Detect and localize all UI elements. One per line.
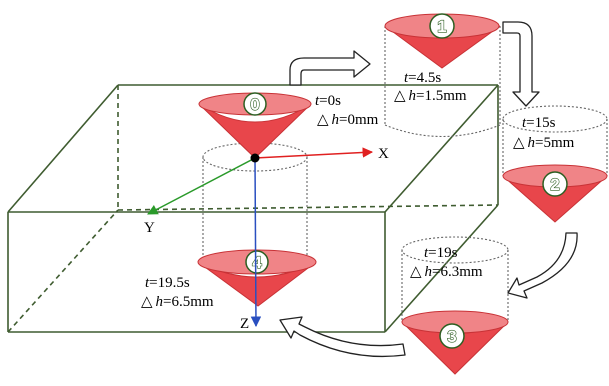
badge-4-label: 4 (252, 253, 262, 272)
svg-text:t=15s: t=15s (522, 115, 556, 131)
box-edge-bottom-left (7, 209, 119, 333)
badge-0-label: 0 (250, 95, 259, 114)
svg-text:t=0s: t=0s (315, 93, 341, 109)
cone-state-4: 4 (197, 249, 317, 307)
label-2-time: =15s (526, 115, 555, 131)
svg-text:△h=6.5mm: △ h=6.5mm (141, 294, 214, 310)
svg-text:t=19.5s: t=19.5s (145, 275, 190, 291)
cylinder-state-1: 1 (384, 13, 501, 137)
svg-text:△h=5mm: △ h=5mm (513, 135, 575, 151)
svg-text:t=4.5s: t=4.5s (404, 70, 441, 86)
badge-1-label: 1 (437, 17, 446, 36)
flow-arrow-1-to-2 (502, 21, 540, 107)
label-4-delta: △ (141, 294, 153, 310)
badge-2 (542, 171, 568, 197)
label-0-t-symbol: t (315, 93, 320, 109)
svg-text:△h=6.3mm: △ h=6.3mm (410, 264, 483, 280)
svg-text:t=19s: t=19s (424, 245, 458, 261)
label-4-t-symbol: t (145, 275, 150, 291)
workpiece-box (7, 84, 499, 333)
cylinder-state-3: 3 (401, 236, 509, 375)
label-4-depth: =6.5mm (163, 294, 214, 310)
label-1-h-symbol: h (409, 88, 417, 104)
label-0-time: =0s (319, 93, 341, 109)
box-edge-top-right (384, 84, 499, 213)
box-back-bottom-edge (117, 204, 499, 211)
label-2-t-symbol: t (522, 115, 527, 131)
label-state-3: t=19s △ h=6.3mm (410, 245, 483, 280)
coordinate-axes: X Y Z (144, 146, 389, 332)
badge-3 (439, 323, 465, 349)
flow-arrow-2-to-3 (507, 232, 578, 299)
box-edge-bottom-right (384, 204, 499, 333)
label-3-depth: =6.3mm (432, 264, 483, 280)
label-state-2: t=15s △ h=5mm (513, 115, 575, 151)
flow-arrow-3-to-4 (279, 316, 406, 358)
label-2-depth: =5mm (535, 135, 575, 151)
label-3-time: =19s (428, 245, 457, 261)
origin-point (250, 153, 260, 163)
label-1-delta: △ (394, 88, 406, 104)
label-1-depth: =1.5mm (416, 88, 467, 104)
box-edge-top-left (7, 84, 119, 213)
badge-1 (429, 13, 455, 39)
label-state-0: t=0s △ h=0mm (315, 93, 379, 128)
svg-text:△h=0mm: △ h=0mm (317, 112, 379, 128)
cylinder-state-2: 2 (502, 105, 608, 223)
label-4-time: =19.5s (149, 275, 190, 291)
badge-4 (245, 250, 269, 274)
flow-arrow-0-to-1 (289, 50, 371, 86)
svg-text:△h=1.5mm: △ h=1.5mm (394, 88, 467, 104)
label-0-delta: △ (317, 112, 329, 128)
label-4-h-symbol: h (156, 294, 164, 310)
label-state-4: t=19.5s △ h=6.5mm (141, 275, 214, 310)
label-0-depth: =0mm (339, 112, 379, 128)
label-2-delta: △ (513, 135, 525, 151)
badge-3-label: 3 (447, 327, 456, 346)
y-axis-label: Y (144, 220, 155, 236)
label-0-h-symbol: h (332, 112, 340, 128)
label-3-t-symbol: t (424, 245, 429, 261)
z-axis-label: Z (240, 316, 249, 332)
badge-0 (243, 92, 267, 116)
label-1-time: =4.5s (408, 70, 441, 86)
label-1-t-symbol: t (404, 70, 409, 86)
x-axis-label: X (378, 146, 389, 162)
badge-2-label: 2 (550, 175, 559, 194)
cone-state-0: 0 (198, 92, 312, 159)
label-3-delta: △ (410, 264, 422, 280)
z-axis-arrow (250, 157, 262, 328)
label-2-h-symbol: h (528, 135, 536, 151)
y-axis-arrow (147, 157, 256, 215)
label-state-1: t=4.5s △ h=1.5mm (394, 70, 467, 104)
x-axis-arrow (254, 147, 374, 159)
label-3-h-symbol: h (425, 264, 433, 280)
